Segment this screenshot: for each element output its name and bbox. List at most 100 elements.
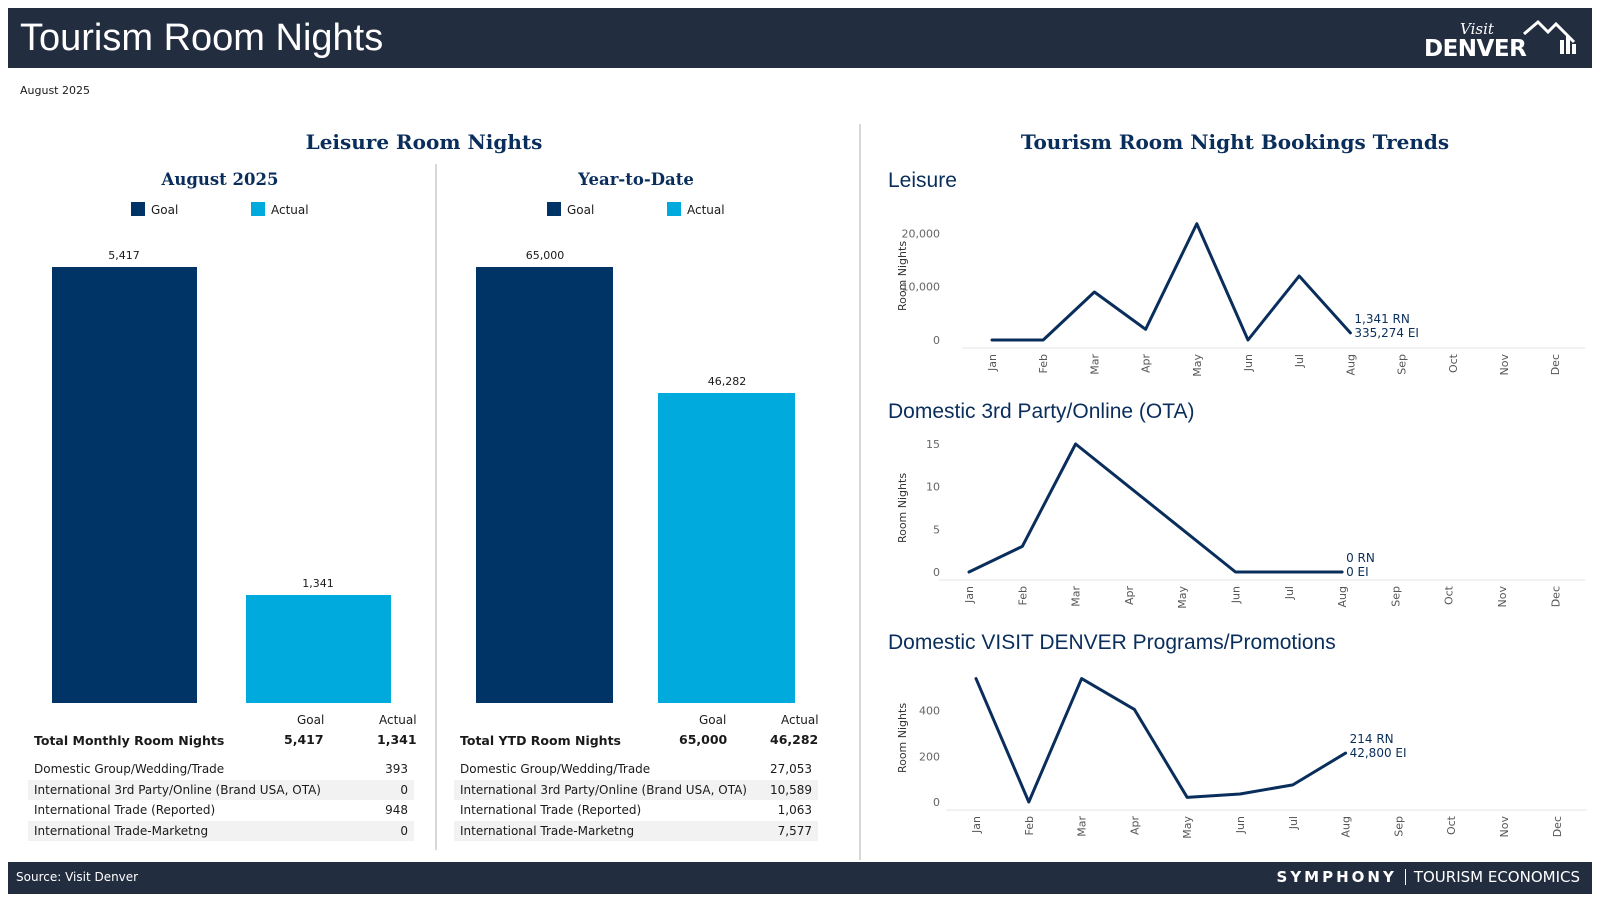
source-note: Source: Visit Denver	[16, 870, 139, 884]
x-tick-label: Aug	[1336, 586, 1349, 607]
x-tick-label: Aug	[1340, 816, 1353, 837]
y-tick-label: 400	[919, 705, 940, 718]
y-tick-label: 5	[933, 523, 940, 536]
table-row: Domestic Group/Wedding/Trade 393	[28, 759, 414, 779]
monthly-total-label: Total Monthly Room Nights	[34, 733, 225, 748]
x-tick-label: Dec	[1549, 354, 1562, 375]
series-line	[990, 222, 1352, 342]
x-tick-label: Aug	[1344, 354, 1357, 375]
brand-symphony: SYMPHONY	[1276, 868, 1397, 886]
row-value: 948	[385, 803, 408, 817]
table-row: International Trade (Reported) 948	[28, 800, 414, 820]
series-line	[967, 442, 1344, 574]
y-axis-title: Room Nights	[896, 703, 909, 773]
data-annotation: 42,800 EI	[1350, 746, 1407, 760]
legend-goal-label: Goal	[567, 203, 595, 217]
ota-trend-chart: Room Nights 0 5 10 15 Jan Feb Mar Apr May Jun Jul Au…	[896, 438, 1586, 609]
monthly-actual-bar	[246, 595, 391, 703]
footer-brand: SYMPHONY TOURISM ECONOMICS	[1277, 868, 1580, 886]
x-tick-label: Jun	[1242, 354, 1255, 372]
x-tick-label: Jan	[986, 354, 999, 372]
ytd-title: Year-to-Date	[578, 170, 694, 189]
y-tick-label: 10,000	[902, 281, 941, 294]
x-tick-label: May	[1176, 586, 1189, 609]
promotions-trend-title: Domestic VISIT DENVER Programs/Promotion…	[888, 631, 1336, 654]
ytd-col-goal: Goal	[699, 713, 727, 727]
legend-goal: Goal	[547, 202, 594, 217]
data-annotation: 0 EI	[1346, 565, 1369, 579]
y-tick-label: 0	[933, 334, 940, 347]
legend-actual-swatch	[251, 202, 265, 216]
promotions-trend-chart: Room Nights 0 200 400 Jan Feb Mar Apr May Jun Jul A…	[896, 677, 1587, 839]
x-tick-label: Apr	[1123, 586, 1136, 606]
row-value: 0	[400, 783, 408, 797]
data-annotation: 1,341 RN	[1354, 312, 1409, 326]
x-tick-label: Mar	[1088, 354, 1101, 375]
y-axis-title: Room Nights	[896, 241, 909, 311]
row-label: Domestic Group/Wedding/Trade	[460, 762, 651, 776]
table-row: International 3rd Party/Online (Brand US…	[454, 780, 818, 800]
leisure-title: Leisure Room Nights	[305, 130, 543, 154]
logo-visit-text: Visit	[1460, 20, 1494, 38]
x-tick-label: Oct	[1447, 353, 1460, 373]
x-tick-label: Nov	[1498, 816, 1511, 838]
row-value: 7,577	[777, 824, 812, 838]
legend-actual-label: Actual	[687, 203, 725, 217]
legend-goal: Goal	[131, 202, 178, 217]
ytd-total-actual: 46,282	[770, 732, 819, 747]
ytd-total-goal: 65,000	[679, 732, 728, 747]
report-period: August 2025	[20, 84, 90, 97]
x-tick-label: Feb	[1016, 586, 1029, 605]
x-tick-label: May	[1191, 354, 1204, 377]
monthly-col-actual: Actual	[379, 713, 417, 727]
x-tick-label: Dec	[1551, 816, 1564, 837]
x-tick-label: Sep	[1389, 586, 1402, 607]
monthly-total-goal: 5,417	[284, 732, 324, 747]
row-label: International 3rd Party/Online (Brand US…	[34, 783, 321, 797]
x-tick-label: Jun	[1234, 816, 1247, 834]
y-axis-title: Room Nights	[896, 473, 909, 543]
ota-trend-title: Domestic 3rd Party/Online (OTA)	[888, 400, 1195, 423]
x-tick-label: Nov	[1498, 354, 1511, 376]
y-tick-label: 0	[933, 796, 940, 809]
x-tick-label: Jul	[1287, 816, 1300, 830]
legend-actual-swatch	[667, 202, 681, 216]
brand-separator	[1404, 869, 1406, 885]
ytd-total-label: Total YTD Room Nights	[460, 733, 621, 748]
data-annotation: 0 RN	[1346, 551, 1375, 565]
table-row: International Trade-Marketng 0	[28, 821, 414, 841]
monthly-title: August 2025	[161, 170, 279, 189]
x-tick-label: Jan	[963, 586, 976, 604]
monthly-col-goal: Goal	[297, 713, 325, 727]
leisure-trend-chart: Room Nights 0 10,000 20,000 Jan Feb Mar Apr May J…	[896, 222, 1586, 377]
x-tick-label: Feb	[1023, 816, 1036, 835]
x-tick-label: Oct	[1445, 815, 1458, 835]
row-value: 393	[385, 762, 408, 776]
row-value: 27,053	[770, 762, 812, 776]
monthly-actual-data-label: 1,341	[302, 577, 334, 591]
row-value: 0	[400, 824, 408, 838]
x-tick-label: Jul	[1293, 354, 1306, 368]
visit-denver-logo: Visit DENVER	[1424, 14, 1576, 64]
mountain-icon	[1523, 19, 1576, 54]
y-tick-label: 20,000	[902, 227, 941, 240]
x-tick-label: May	[1181, 816, 1194, 839]
page-title: Tourism Room Nights	[20, 17, 384, 59]
row-label: International Trade-Marketng	[34, 824, 209, 838]
row-label: International Trade (Reported)	[34, 803, 216, 817]
x-tick-label: Apr	[1140, 354, 1153, 374]
section-divider	[859, 124, 861, 860]
legend-actual: Actual	[667, 202, 725, 217]
x-tick-label: Mar	[1076, 816, 1089, 837]
ytd-col-actual: Actual	[781, 713, 819, 727]
row-value: 10,589	[770, 783, 812, 797]
trends-title: Tourism Room Night Bookings Trends	[1020, 130, 1450, 154]
y-tick-label: 15	[926, 438, 940, 451]
row-label: Domestic Group/Wedding/Trade	[34, 762, 225, 776]
x-tick-label: Sep	[1392, 816, 1405, 837]
panel-divider	[435, 164, 437, 850]
x-tick-label: Nov	[1496, 586, 1509, 608]
logo-denver-text: DENVER	[1424, 36, 1527, 62]
row-label: International Trade-Marketng	[460, 824, 635, 838]
header-bar: Tourism Room Nights Visit DENVER	[8, 8, 1592, 68]
